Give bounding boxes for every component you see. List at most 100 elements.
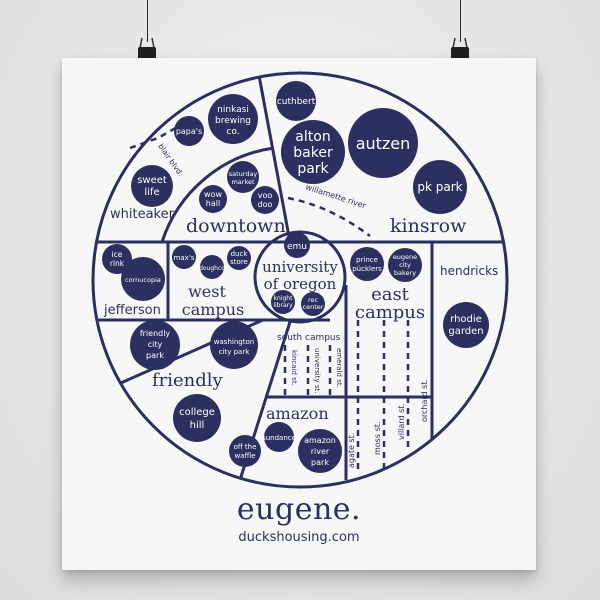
label-library: library	[273, 302, 293, 309]
university-of-oregon-circle	[253, 230, 347, 324]
hanging-string-right	[460, 0, 461, 42]
label-center: center	[303, 303, 324, 311]
willamette-river-line	[287, 196, 371, 238]
duck-store-marker: duck store	[227, 246, 251, 270]
label-life: life	[144, 187, 159, 198]
emu-marker: emu	[284, 232, 310, 258]
maxs-marker: max's	[172, 245, 196, 269]
label-store: store	[230, 258, 248, 266]
label-market: market	[231, 178, 255, 186]
binder-clip-left-icon	[138, 37, 156, 60]
saturday-market-marker: saturday market	[227, 161, 259, 193]
pk-park-marker: pk park	[413, 160, 467, 214]
label-doughco: doughco	[199, 265, 225, 272]
region-hendricks: hendricks	[440, 264, 498, 278]
label-ninkasi: ninkasi	[217, 105, 249, 115]
label-eugene: eugene	[393, 253, 417, 261]
map-outline	[91, 71, 509, 489]
label-park: park	[146, 351, 164, 360]
label-college: college	[179, 407, 215, 418]
region-campus: campus	[182, 300, 244, 319]
washington-city-park-marker: washington city park	[210, 321, 258, 369]
wow-hall-marker: wow hall	[199, 185, 227, 213]
sundance-marker: sundance	[262, 422, 296, 452]
rhodie-garden-marker: rhodie garden	[443, 302, 489, 348]
street-label-emerald: emerald st.	[335, 348, 343, 388]
label-wow: wow	[204, 190, 222, 199]
friendly-city-park-marker: friendly city park	[130, 320, 180, 370]
alton-baker-park-marker: alton baker park	[281, 120, 345, 184]
region-jefferson: jefferson	[103, 303, 161, 318]
region-of-oregon: of oregon	[264, 275, 337, 293]
label-garden: garden	[448, 326, 483, 337]
region-downtown: downtown	[186, 215, 286, 237]
knight-library-marker: knight library	[271, 290, 295, 314]
region-amazon: amazon	[266, 404, 329, 423]
street-label-moss: moss st.	[373, 422, 382, 455]
label-knight: knight	[274, 295, 294, 302]
college-hill-marker: college hill	[173, 394, 221, 442]
region-kinsrow: kinsrow	[390, 215, 467, 237]
label-friendly: friendly	[140, 329, 171, 338]
prince-puecklers-marker: prince pücklers	[350, 247, 384, 281]
label-rec: rec	[308, 296, 319, 304]
street-label-agate: agate st.	[347, 433, 356, 468]
street-label-orchard: orchard st.	[420, 379, 429, 422]
label-park: park	[297, 161, 329, 177]
ice-rink-marker: ice rink	[102, 244, 132, 274]
region-friendly: friendly	[152, 370, 224, 391]
label-maxs: max's	[174, 254, 195, 262]
region-whiteaker: whiteaker	[110, 207, 175, 222]
label-waffle: waffle	[234, 452, 255, 460]
label-cuthbert: cuthbert	[277, 97, 316, 107]
amazon-river-park-marker: amazon river park	[298, 429, 342, 473]
region-south-campus: south campus	[277, 333, 341, 343]
label-washington: washington	[214, 338, 254, 346]
label-ice: ice	[112, 250, 123, 259]
label-sweet: sweet	[137, 175, 167, 186]
street-label-kincaid: kincaid st.	[290, 350, 298, 386]
label-voo: voo	[258, 191, 273, 200]
label-doo: doo	[258, 200, 273, 209]
label-autzen: autzen	[356, 134, 411, 153]
label-papas: papa's	[176, 127, 202, 136]
label-park: park	[311, 458, 329, 467]
eugene-city-bakery-marker: eugene city bakery	[388, 248, 422, 282]
label-brewing: brewing	[215, 116, 251, 126]
label-city-park: city park	[219, 348, 251, 356]
label-prince: prince	[356, 256, 378, 264]
region-campus: campus	[355, 302, 425, 323]
label-off-the: off the	[234, 443, 257, 451]
label-hall: hall	[206, 199, 220, 208]
label-emu: emu	[287, 242, 307, 252]
off-the-waffle-marker: off the waffle	[229, 435, 261, 467]
label-river: river	[311, 447, 330, 456]
region-east: east	[371, 284, 410, 305]
label-city: city	[148, 340, 163, 349]
doughco-marker: doughco	[199, 255, 225, 279]
label-puecklers: pücklers	[352, 265, 382, 273]
label-alton: alton	[295, 129, 330, 145]
label-duck: duck	[231, 250, 249, 258]
label-co: co.	[226, 127, 239, 137]
hanging-string-left	[147, 0, 148, 42]
papas-marker: papa's	[174, 116, 204, 146]
label-sundance: sundance	[262, 434, 296, 442]
label-bakery: bakery	[394, 269, 416, 277]
binder-clip-right-icon	[451, 37, 469, 60]
label-city: city	[399, 261, 411, 269]
voodoo-marker: voo doo	[251, 186, 279, 214]
label-hill: hill	[190, 420, 205, 431]
cuthbert-marker: cuthbert	[276, 81, 316, 121]
autzen-marker: autzen	[348, 108, 418, 178]
label-rink: rink	[110, 259, 125, 268]
label-cornucopia: cornucopia	[125, 276, 161, 284]
poster-title: eugene.	[236, 492, 362, 527]
sweet-life-marker: sweet life	[131, 165, 173, 207]
label-rhodie: rhodie	[450, 314, 482, 325]
street-label-villard: villard st.	[397, 403, 406, 440]
ninkasi-brewing-marker: ninkasi brewing co.	[208, 94, 258, 144]
cornucopia-marker: cornucopia	[121, 257, 165, 301]
poster-url: duckshousing.com	[238, 530, 360, 545]
street-label-university: university st.	[313, 348, 321, 393]
